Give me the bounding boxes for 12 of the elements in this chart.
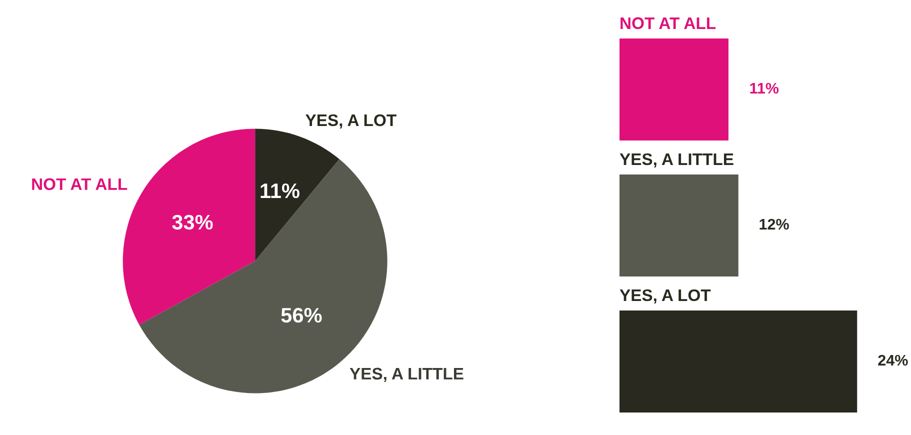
data-label: 56% bbox=[281, 308, 322, 323]
data-label: 33% bbox=[172, 214, 213, 230]
slice-label: NOT AT ALL bbox=[32, 178, 128, 190]
data-label: 12% bbox=[760, 218, 789, 230]
y-tick-label: YES, A LOT bbox=[620, 289, 711, 304]
slice-label: YES, A LITTLE bbox=[350, 368, 464, 382]
y-tick-label: YES, A LITTLE bbox=[620, 153, 734, 168]
data-label: 11% bbox=[260, 183, 300, 198]
data-label: 11% bbox=[750, 82, 779, 94]
data-label: 24% bbox=[878, 354, 908, 366]
y-tick-label: NOT AT ALL bbox=[620, 17, 716, 30]
slice-label: YES, A LOT bbox=[306, 114, 396, 129]
